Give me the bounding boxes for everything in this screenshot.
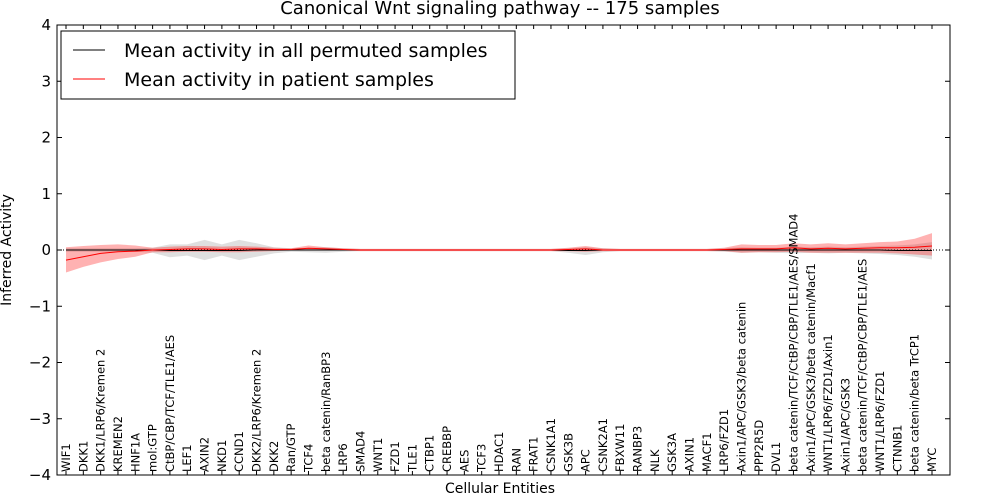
x-tick-label: MACF1: [700, 432, 714, 472]
y-tick-label: −4: [29, 466, 51, 484]
x-tick-label: AES: [457, 450, 471, 472]
chart-title: Canonical Wnt signaling pathway -- 175 s…: [280, 0, 720, 19]
x-tick-label: mol:GTP: [146, 424, 160, 472]
x-tick-label: beta catenin/TCF/CtBP/CBP/TLE1/AES: [856, 259, 870, 472]
x-tick-label: TCF4: [301, 444, 315, 473]
x-tick-label: CSNK1A1: [544, 418, 558, 472]
x-tick-label: Axin1/APC/GSK3: [838, 378, 852, 472]
x-tick-label: WNT1: [371, 438, 385, 472]
x-tick-label: CTNNB1: [890, 425, 904, 472]
x-tick-label: NKD1: [215, 440, 229, 472]
x-tick-label: FBXW11: [613, 424, 627, 472]
x-tick-label: RANBP3: [631, 426, 645, 472]
x-tick-label: KREMEN2: [111, 416, 125, 472]
x-axis-label: Cellular Entities: [445, 481, 555, 497]
y-tick-label: −2: [29, 354, 51, 372]
legend: Mean activity in all permuted samples Mea…: [60, 30, 516, 100]
y-axis-label: Inferred Activity: [0, 194, 15, 306]
x-tick-label: beta catenin/beta TrCP1: [908, 334, 922, 472]
x-tick-label: SMAD4: [353, 431, 367, 472]
x-tick-label: GSK3B: [561, 433, 575, 472]
series-line-1: [65, 245, 933, 261]
x-tick-label: CTBP1: [423, 435, 437, 472]
x-tick-label: Ran/GTP: [284, 424, 298, 472]
x-tick-label: LRP6/FZD1: [717, 409, 731, 472]
x-tick-label: WNT1/LRP6/FZD1/Axin1: [821, 334, 835, 472]
x-tick-label: AXIN2: [198, 437, 212, 472]
x-tick-label: HDAC1: [492, 432, 506, 472]
y-tick-label: 0: [41, 241, 51, 259]
x-tick-label: TLE1: [405, 444, 419, 473]
x-tick-label: DVL1: [769, 442, 783, 472]
x-tick-label: NLK: [648, 449, 662, 472]
y-tick-label: −3: [29, 410, 51, 428]
x-tick-label: DKK1/LRP6/Kremen 2: [94, 349, 108, 472]
x-tick-label: CREBBP: [440, 426, 454, 472]
legend-label-1: Mean activity in patient samples: [124, 69, 434, 91]
x-tick-label: beta catenin/TCF/CtBP/CBP/TLE1/AES/SMAD4: [786, 214, 800, 472]
x-tick-label: Axin1/APC/GSK3/beta catenin: [734, 302, 748, 472]
y-tick-label: 3: [41, 72, 51, 90]
x-tick-label: WNT1/LRP6/FZD1: [873, 371, 887, 472]
y-tick-label: −1: [29, 297, 51, 315]
x-tick-label: CCND1: [232, 431, 246, 472]
legend-label-0: Mean activity in all permuted samples: [124, 40, 487, 62]
x-tick-label: DKK2/LRP6/Kremen 2: [250, 349, 264, 472]
y-tick-label: 4: [41, 16, 51, 34]
x-tick-label: FZD1: [388, 441, 402, 472]
x-tick-label: TCF3: [475, 444, 489, 473]
x-tick-label: RAN: [509, 448, 523, 472]
x-tick-label: AXIN1: [683, 437, 697, 472]
x-tick-label: PPP2R5D: [752, 420, 766, 472]
x-tick-label: MYC: [925, 448, 939, 472]
x-tick-label: CtBP/CBP/TCF/TLE1/AES: [163, 335, 177, 472]
x-tick-label: WIF1: [59, 443, 73, 472]
legend-box: [60, 30, 516, 100]
x-tick-label: DKK2: [267, 441, 281, 472]
x-tick-label: LRP6: [336, 443, 350, 472]
x-tick-label: LEF1: [180, 444, 194, 472]
x-tick-label: CSNK2A1: [596, 418, 610, 472]
x-tick-label: beta catenin/RanBP3: [319, 352, 333, 472]
y-tick-label: 2: [41, 129, 51, 147]
x-tick-label: APC: [579, 449, 593, 472]
x-tick-label: FRAT1: [527, 437, 541, 472]
x-tick-label: DKK1: [76, 441, 90, 472]
x-tick-label: GSK3A: [665, 433, 679, 472]
x-tick-label: Axin1/APC/GSK3/beta catenin/Macf1: [804, 263, 818, 472]
y-tick-label: 1: [41, 185, 51, 203]
x-tick-label: HNF1A: [128, 433, 142, 472]
